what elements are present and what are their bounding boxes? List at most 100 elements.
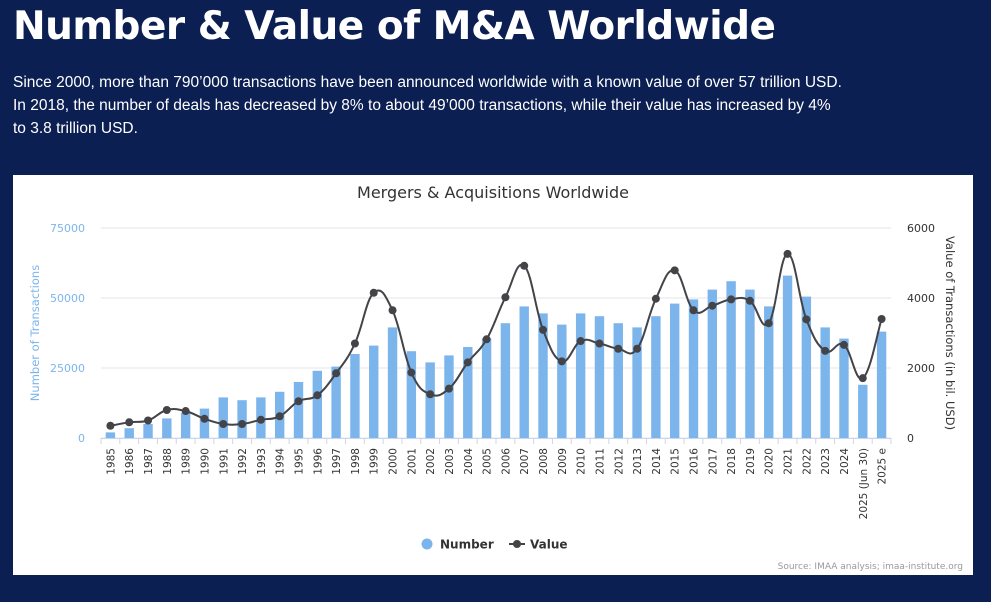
value-point-1994[interactable] [275, 412, 284, 421]
value-point-1992[interactable] [238, 420, 247, 428]
value-point-1999[interactable] [369, 288, 378, 297]
value-point-2008[interactable] [539, 325, 548, 334]
bar-2021[interactable] [782, 275, 793, 438]
value-point-2007[interactable] [520, 261, 529, 270]
value-point-2009[interactable] [557, 357, 566, 366]
bar-2025 e[interactable] [876, 331, 887, 438]
value-point-2000[interactable] [388, 306, 397, 315]
value-point-2017[interactable] [708, 301, 717, 310]
bar-2024[interactable] [839, 338, 849, 438]
bar-1999[interactable] [369, 345, 379, 438]
bar-2001[interactable] [406, 351, 417, 438]
value-point-1987[interactable] [144, 416, 153, 425]
bar-1990[interactable] [199, 408, 210, 438]
ma-chart: Mergers & Acquisitions Worldwide 0 25000 5… [28, 183, 963, 572]
x-axis-label: 2012 [613, 448, 625, 475]
value-point-2002[interactable] [426, 390, 435, 399]
legend-item-value[interactable]: Value [509, 538, 568, 552]
value-point-2021[interactable] [783, 249, 792, 258]
intro-line: Since 2000, more than 790’000 transactio… [13, 74, 842, 91]
value-point-2019[interactable] [745, 296, 754, 305]
value-point-1998[interactable] [350, 339, 359, 348]
bar-1985[interactable] [105, 432, 116, 438]
value-point-1988[interactable] [162, 406, 171, 414]
value-point-2025 (Jun 30)[interactable] [858, 374, 867, 383]
bar-2019[interactable] [745, 289, 755, 438]
bar-2014[interactable] [651, 316, 661, 438]
bar-1997[interactable] [331, 366, 341, 438]
value-point-2012[interactable] [614, 344, 623, 353]
value-point-1985[interactable] [106, 421, 115, 430]
value-point-2004[interactable] [463, 358, 472, 367]
bar-1998[interactable] [350, 354, 360, 438]
value-point-1997[interactable] [332, 369, 341, 378]
value-point-1989[interactable] [181, 407, 190, 416]
value-point-1986[interactable] [125, 418, 134, 427]
bar-2016[interactable] [688, 299, 699, 438]
value-point-1991[interactable] [219, 420, 228, 428]
value-point-2022[interactable] [802, 315, 811, 324]
intro-line: to 3.8 trillion USD. [13, 120, 138, 137]
value-point-1996[interactable] [313, 391, 322, 400]
bar-2012[interactable] [613, 323, 623, 438]
bar-2013[interactable] [632, 327, 642, 438]
value-point-2013[interactable] [633, 344, 642, 353]
value-point-1990[interactable] [200, 414, 209, 423]
x-axis-label: 2015 [670, 448, 682, 475]
legend-number-label: Number [440, 538, 494, 552]
value-point-2011[interactable] [595, 339, 604, 348]
bar-1996[interactable] [312, 370, 323, 438]
bar-2007[interactable] [519, 306, 529, 438]
x-axis-label: 1997 [331, 448, 343, 475]
value-point-2025 e[interactable] [877, 315, 886, 323]
x-axis-label: 2017 [707, 448, 719, 475]
bar-2017[interactable] [707, 289, 718, 438]
bar-2005[interactable] [481, 338, 492, 438]
x-axis-label: 1985 [105, 448, 117, 475]
bar-2023[interactable] [820, 327, 830, 438]
value-point-2001[interactable] [407, 368, 416, 377]
bar-2018[interactable] [726, 281, 736, 438]
bar-2000[interactable] [387, 327, 398, 438]
bar-2025 (Jun 30)[interactable] [858, 384, 868, 438]
bar-1987[interactable] [143, 424, 153, 438]
bar-2009[interactable] [557, 324, 567, 438]
bar-1991[interactable] [218, 397, 228, 438]
bar-1992[interactable] [237, 400, 247, 438]
bar-2010[interactable] [575, 313, 586, 438]
bar-2008[interactable] [538, 313, 548, 438]
value-point-2016[interactable] [689, 306, 698, 315]
legend-item-number[interactable]: Number [421, 538, 494, 552]
value-point-2020[interactable] [764, 319, 773, 328]
bar-2022[interactable] [801, 296, 812, 438]
bar-2020[interactable] [764, 306, 774, 438]
bar-2004[interactable] [463, 347, 473, 438]
value-point-2006[interactable] [501, 293, 510, 302]
value-point-2003[interactable] [444, 384, 453, 393]
value-point-2023[interactable] [821, 346, 830, 355]
right-axis-tick: 0 [907, 432, 914, 445]
bar-1986[interactable] [124, 428, 134, 438]
bar-2011[interactable] [594, 316, 605, 438]
x-axis-label: 2023 [820, 448, 832, 475]
value-point-2015[interactable] [670, 266, 679, 275]
bar-1989[interactable] [180, 412, 191, 438]
bar-2003[interactable] [444, 355, 454, 438]
value-point-1995[interactable] [294, 397, 303, 406]
legend: Number Value [421, 538, 568, 552]
bar-2015[interactable] [669, 303, 680, 438]
value-point-2014[interactable] [651, 294, 660, 303]
value-point-1993[interactable] [256, 415, 265, 424]
x-axis-label: 2009 [557, 448, 569, 475]
value-point-2018[interactable] [727, 295, 736, 304]
x-axis-label: 2010 [576, 448, 588, 475]
bar-2002[interactable] [425, 362, 435, 438]
bar-1988[interactable] [162, 418, 172, 438]
bar-2006[interactable] [500, 323, 511, 438]
x-axis-label: 1994 [275, 448, 287, 475]
value-point-2005[interactable] [482, 335, 491, 344]
value-point-2010[interactable] [576, 337, 585, 346]
bar-1995[interactable] [293, 382, 304, 438]
value-point-2024[interactable] [839, 340, 848, 349]
credits[interactable]: Source: IMAA analysis; imaa-institute.or… [778, 562, 963, 572]
